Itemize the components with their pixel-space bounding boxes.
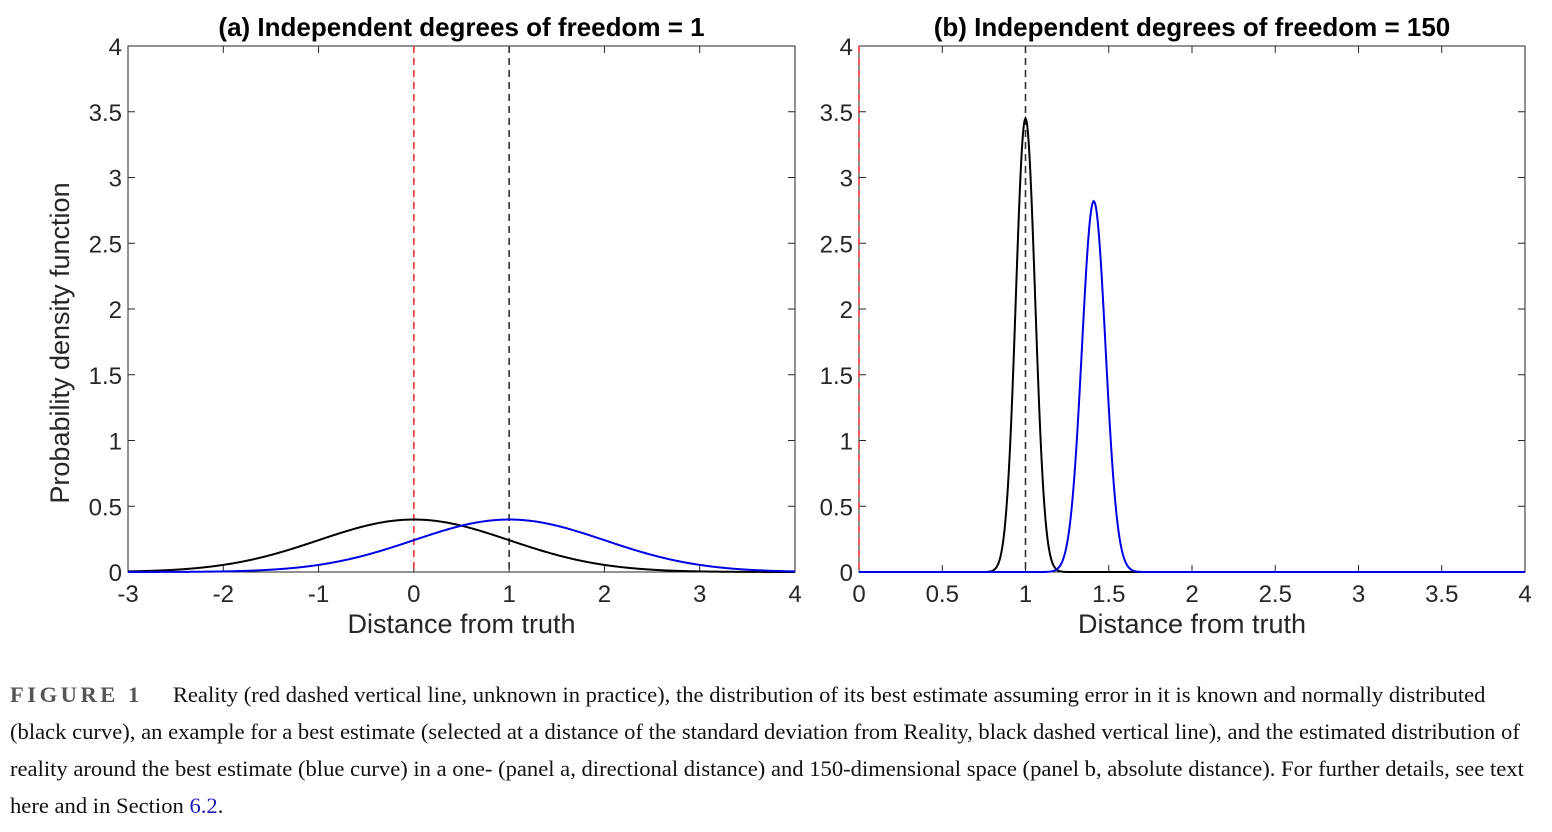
x-tick-label: -3	[117, 581, 138, 608]
y-tick-label: 0.5	[820, 494, 853, 521]
x-tick-label: 2	[598, 581, 611, 608]
section-link[interactable]: 6.2	[189, 793, 218, 818]
x-tick-label: 3	[1352, 581, 1365, 608]
x-tick-label: 3	[693, 581, 706, 608]
caption-end: .	[217, 793, 224, 818]
x-tick-label: 0.5	[926, 581, 959, 608]
x-axis-label: Distance from truth	[1078, 609, 1306, 639]
y-tick-label: 1	[109, 429, 122, 456]
figure-caption: FIGURE 1 Reality (red dashed vertical lin…	[10, 676, 1545, 824]
y-tick-label: 3.5	[89, 100, 122, 127]
x-tick-label: 2	[1185, 581, 1198, 608]
y-tick-label: 2	[840, 297, 853, 324]
x-tick-label: -1	[308, 581, 329, 608]
y-tick-label: 1	[840, 429, 853, 456]
y-tick-label: 2.5	[820, 231, 853, 258]
y-tick-label: 0	[840, 560, 853, 587]
y-tick-label: 2.5	[89, 231, 122, 258]
x-tick-label: 0	[852, 581, 865, 608]
panel-b: 0 0.5 1 1.5 2 2.5 3 3.5 4 0 0.5 1 1.5 2 2.5 3 3.5 4 (b) In…	[820, 12, 1532, 639]
x-tick-label: 1	[502, 581, 515, 608]
y-tick-label: 3	[840, 166, 853, 193]
panel-title: (b) Independent degrees of freedom = 150	[934, 12, 1451, 42]
y-tick-label: 0	[109, 560, 122, 587]
reality-estimate-curve	[128, 518, 796, 573]
y-tick-label: 1.5	[820, 363, 853, 390]
x-tick-label: -2	[213, 581, 234, 608]
y-tick-label: 4	[840, 34, 853, 61]
caption-text: Reality (red dashed vertical line, unkno…	[10, 682, 1524, 818]
x-tick-label: 4	[788, 581, 801, 608]
reality-estimate-curve	[859, 199, 1525, 573]
x-tick-label: 3.5	[1425, 581, 1458, 608]
y-tick-label: 1.5	[89, 363, 122, 390]
panel-title: (a) Independent degrees of freedom = 1	[218, 12, 704, 42]
x-tick-label: 4	[1518, 581, 1531, 608]
y-tick-label: 3.5	[820, 100, 853, 127]
plot-area-a	[127, 45, 796, 573]
y-tick-label: 2	[109, 297, 122, 324]
x-tick-label: 1	[1019, 581, 1032, 608]
figure-plots: -3 -2 -1 0 1 2 3 4 0 0.5 1 1.5 2 2.5 3 3.5 4 (a) Independ…	[45, 12, 1532, 639]
y-tick-label: 3	[109, 166, 122, 193]
x-tick-label: 0	[407, 581, 420, 608]
figure-label: FIGURE 1	[10, 682, 143, 707]
x-tick-label: 2.5	[1259, 581, 1292, 608]
plot-area-b	[858, 45, 1526, 573]
y-axis-label: Probability density function	[45, 182, 75, 503]
y-tick-label: 0.5	[89, 494, 122, 521]
x-tick-label: 1.5	[1092, 581, 1125, 608]
y-tick-label: 4	[109, 34, 122, 61]
x-axis-label: Distance from truth	[347, 609, 575, 639]
panel-a: -3 -2 -1 0 1 2 3 4 0 0.5 1 1.5 2 2.5 3 3.5 4 (a) Independ…	[45, 12, 802, 639]
